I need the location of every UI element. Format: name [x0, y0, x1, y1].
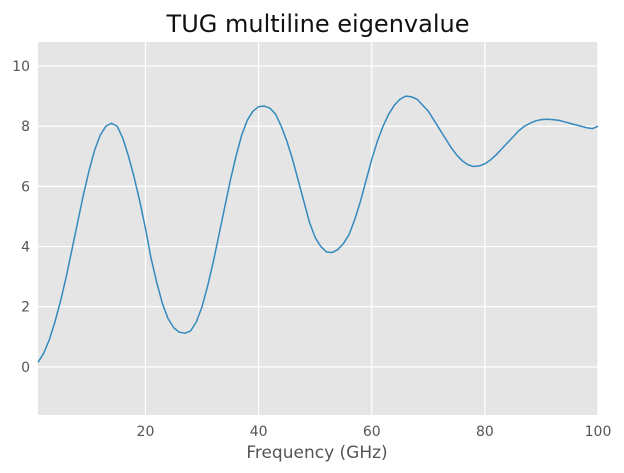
- chart-title: TUG multiline eigenvalue: [166, 10, 470, 38]
- tick-labels: 20 40 60 80 100 0 2 4 6 8 10: [12, 59, 611, 440]
- series-layer: [37, 95, 599, 363]
- y-tick-label: 8: [21, 119, 30, 135]
- x-tick-label: 20: [137, 424, 155, 440]
- x-axis-label: Frequency (GHz): [246, 443, 387, 463]
- plot-area: [38, 42, 598, 415]
- y-tick-label: 10: [12, 59, 30, 75]
- series-line: [37, 95, 599, 363]
- y-tick-label: 6: [21, 179, 30, 195]
- y-tick-label: 4: [21, 240, 30, 256]
- x-tick-label: 100: [585, 424, 612, 440]
- x-tick-label: 60: [363, 424, 381, 440]
- x-tick-label: 40: [250, 424, 268, 440]
- grid-lines: [38, 42, 599, 415]
- x-tick-label: 80: [476, 424, 494, 440]
- y-tick-label: 2: [21, 300, 30, 316]
- y-tick-label: 0: [21, 360, 30, 376]
